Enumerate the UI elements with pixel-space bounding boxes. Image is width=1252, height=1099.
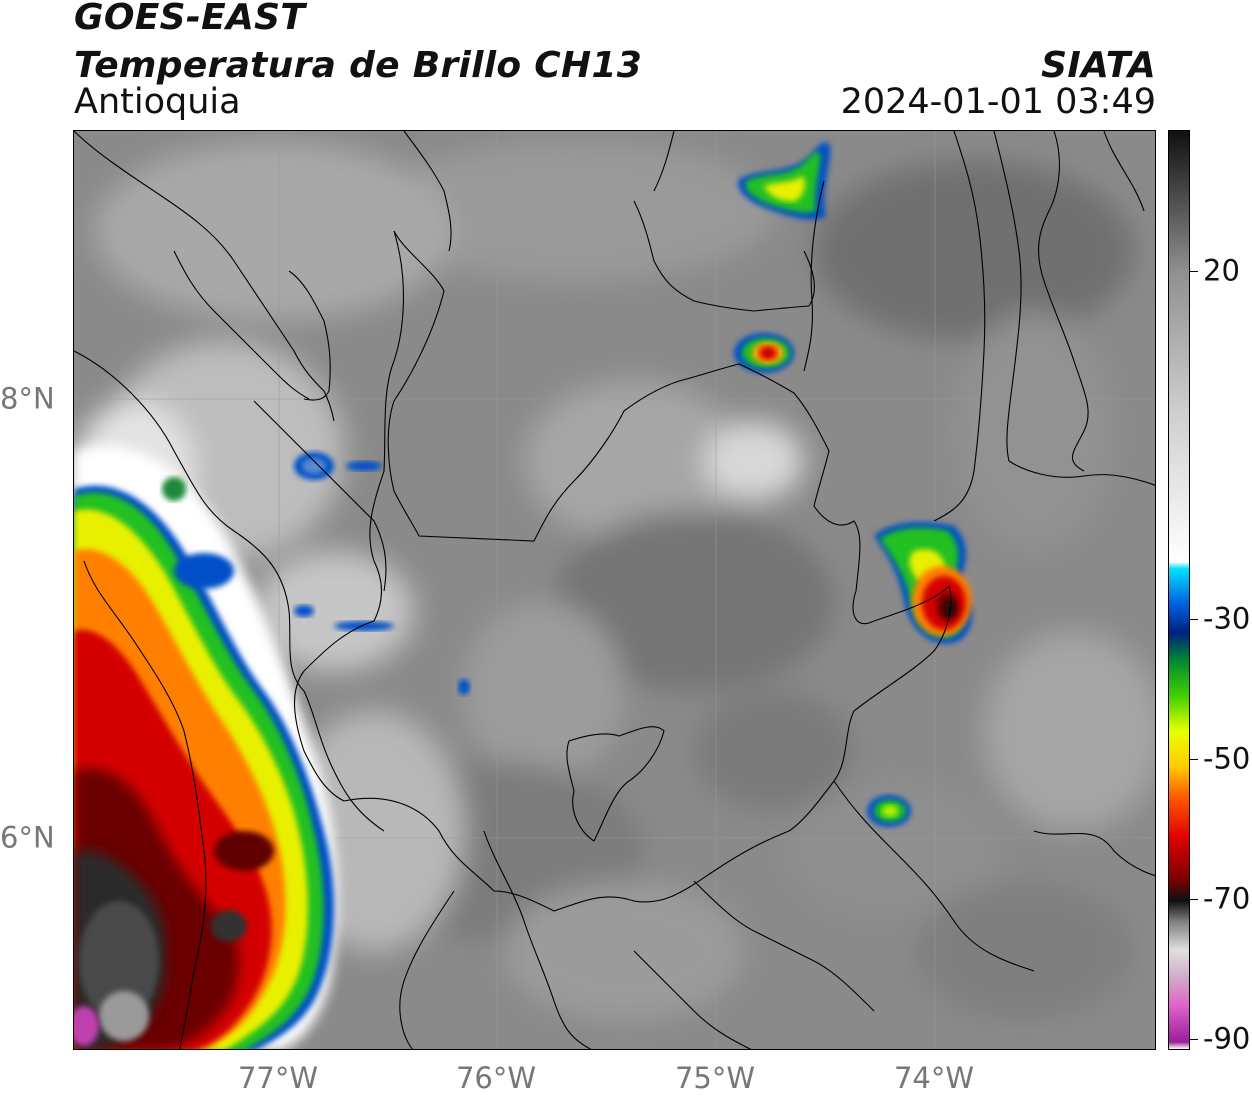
colorbar-label-minus70: -70 [1203, 881, 1251, 916]
convective-system-west [74, 446, 338, 1049]
lat-label-8n: 8°N [0, 381, 55, 416]
lon-label-74w: 74°W [893, 1061, 975, 1095]
lon-label-77w: 77°W [237, 1061, 319, 1095]
colorbar-tick [1190, 759, 1198, 760]
agency-title: SIATA [1041, 45, 1156, 86]
colorbar [1168, 130, 1190, 1050]
convective-cell-north [738, 141, 831, 220]
colorbar-label-minus50: -50 [1203, 741, 1251, 776]
convective-cell-southeast [867, 795, 911, 827]
small-cells [162, 452, 470, 695]
colorbar-tick [1190, 619, 1198, 620]
lon-label-76w: 76°W [455, 1061, 537, 1095]
map-canvas [74, 131, 1155, 1049]
colorbar-tick [1190, 899, 1198, 900]
product-title: Temperatura de Brillo CH13 [74, 45, 643, 86]
convective-cell-center [734, 333, 794, 373]
cloud-texture [74, 141, 1155, 1021]
satellite-map[interactable] [73, 130, 1156, 1050]
region-label: Antioquia [74, 82, 241, 122]
convective-cell-east [874, 522, 973, 644]
lat-label-6n: 6°N [0, 820, 55, 855]
datetime-label: 2024-01-01 03:49 [840, 82, 1156, 122]
colorbar-label-20: 20 [1203, 253, 1240, 288]
lon-label-75w: 75°W [674, 1061, 756, 1095]
colorbar-label-minus30: -30 [1203, 601, 1251, 636]
colorbar-tick [1190, 271, 1198, 272]
satellite-title: GOES-EAST [74, 0, 306, 38]
colorbar-tick [1190, 1039, 1198, 1040]
boundaries [74, 131, 1155, 1049]
colorbar-label-minus90: -90 [1203, 1021, 1251, 1056]
